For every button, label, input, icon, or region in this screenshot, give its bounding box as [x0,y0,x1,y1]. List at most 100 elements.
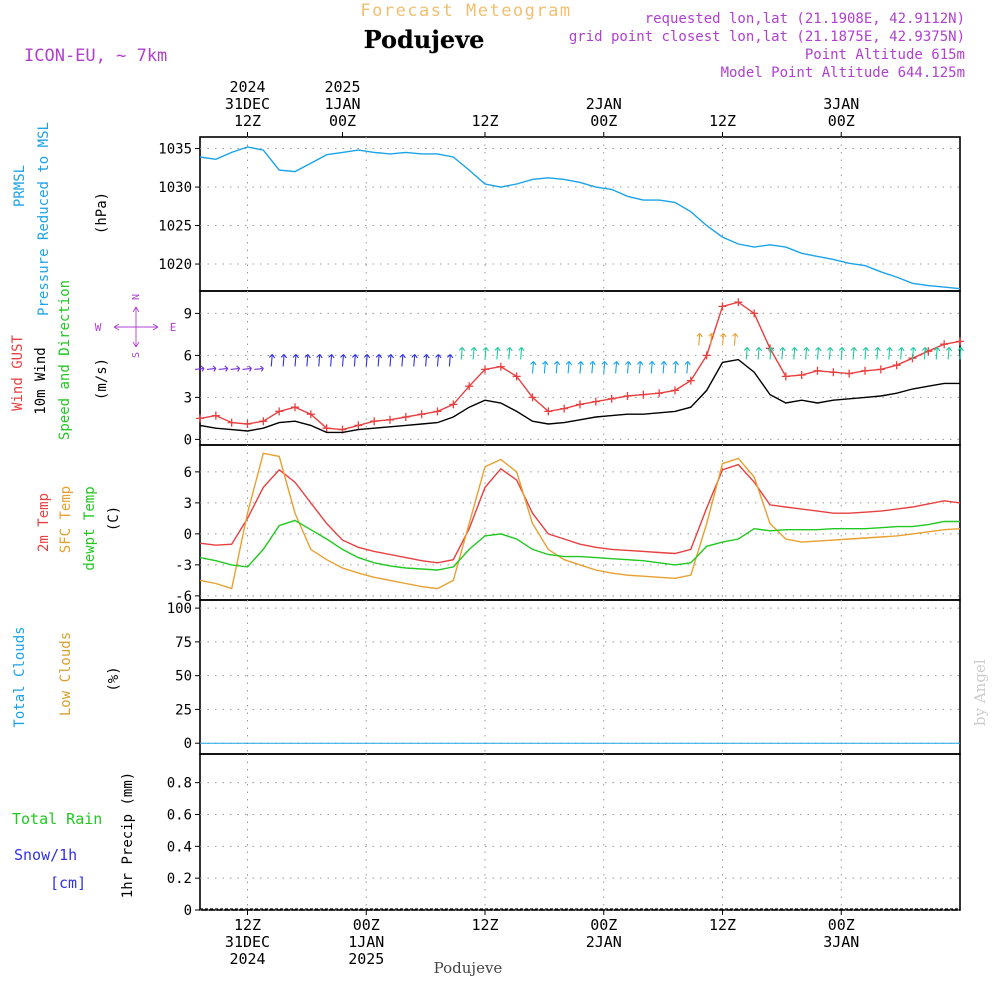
wind-direction-arrow [292,354,299,367]
top-time-label: 2024 [229,78,265,96]
point-altitude: Point Altitude 615m [805,47,965,63]
y-tick-label: 25 [175,702,192,718]
wind-direction-arrow [351,354,359,367]
gust-marker [829,368,838,377]
wind-direction-arrow [850,347,858,360]
gust-marker [291,403,299,412]
wind-direction-arrow [411,354,418,367]
gust-marker [544,407,553,416]
wind-direction-arrow [898,347,905,360]
panel-frame-temperature [199,444,961,601]
series-line-dewpt-temp [199,519,960,571]
wind-direction-arrow [874,347,881,360]
top-time-label: 00Z [828,112,855,130]
wind-direction-arrow [340,354,347,367]
wind-direction-arrow [363,354,371,367]
series-line-sfc-temp [199,452,961,590]
wind-direction-arrow [648,361,656,374]
top-time-label: 00Z [329,112,356,130]
gust-marker [876,365,885,374]
wind-direction-arrow [933,347,941,360]
gust-marker [322,424,331,433]
wind-direction-arrow [280,354,288,367]
top-time-label: 12Z [234,112,261,130]
y-tick-label: 0.8 [167,776,192,792]
wind-direction-arrow [194,365,205,372]
y-tick-label: 50 [175,669,192,685]
axis-label-2m-temp: 2m Temp [36,493,52,552]
wind-direction-arrow [684,361,691,374]
wind-direction-arrow [446,354,454,367]
axis-label-wind: 10m Wind [33,347,49,414]
gust-marker [386,415,394,424]
wind-direction-arrow [862,347,869,360]
y-tick-label: 0 [184,432,192,448]
gust-marker [211,411,220,420]
wind-direction-arrow [328,354,335,367]
wind-direction-arrow [601,361,608,374]
wind-direction-arrow [720,333,727,346]
panel-frame-pressure [199,136,961,292]
top-time-label: 1JAN [324,95,360,113]
bottom-time-label: 31DEC [225,933,270,951]
y-tick-label: 0 [184,903,192,919]
gust-marker [892,361,901,370]
wind-direction-arrow [375,354,383,367]
gust-marker [560,404,569,413]
top-time-label: 12Z [709,112,736,130]
axis-label-direction: Speed and Direction [57,280,73,440]
gust-marker [956,337,964,346]
wind-direction-arrow [518,347,525,360]
wind-direction-arrow [957,347,964,360]
series-line-2m-temp [199,463,961,564]
wind-direction-arrow [815,347,822,360]
wind-direction-arrow [589,361,596,374]
y-tick-label: 3 [184,496,192,512]
y-tick-label: 0.6 [167,807,192,823]
wind-direction-arrow [696,333,703,346]
gust-marker [512,372,521,381]
gust-marker [401,413,410,421]
wind-direction-arrow [470,347,478,360]
gridpoint-coords: grid point closest lon,lat (21.1875E, 42… [569,29,965,45]
wind-direction-arrow [482,347,489,360]
gust-marker [275,407,284,416]
gust-marker [655,389,664,398]
compass-w: W [95,321,102,334]
gust-marker [528,393,537,402]
gust-marker [734,298,743,307]
axis-label-pressure: Pressure Reduced to MSL [36,122,52,316]
axis-label-gust: Wind GUST [10,335,26,411]
y-tick-label: 1035 [158,142,192,158]
axis-label-total-clouds: Total Clouds [12,626,28,727]
gust-marker [671,386,679,395]
wind-direction-arrow [577,361,584,374]
wind-direction-arrow [206,365,217,372]
gust-marker [718,302,727,311]
gust-marker [781,372,790,381]
bottom-time-label: 12Z [471,916,498,934]
gust-marker [496,362,505,371]
y-tick-label: 0.2 [167,871,192,887]
axis-label-precip: 1hr Precip (mm) [120,772,136,898]
wind-direction-arrow [506,347,513,360]
wind-direction-arrow [886,347,893,360]
bottom-time-label: 1JAN [348,933,384,951]
top-time-label: 31DEC [225,95,270,113]
gust-marker [354,421,363,430]
y-tick-label: 100 [167,601,192,617]
panel-frame-clouds [199,599,961,755]
compass-n: N [131,294,142,300]
gust-marker [623,392,632,400]
wind-direction-arrow [708,333,715,346]
axis-label-low-clouds: Low Clouds [58,632,74,716]
wind-direction-arrow [458,347,466,360]
gust-marker [750,309,759,318]
gust-marker [306,410,315,419]
series-line-wind-gust [199,301,961,431]
y-tick-label: 75 [175,635,192,651]
wind-direction-arrow [921,347,929,360]
gust-marker [465,382,474,391]
gust-marker [243,420,252,428]
